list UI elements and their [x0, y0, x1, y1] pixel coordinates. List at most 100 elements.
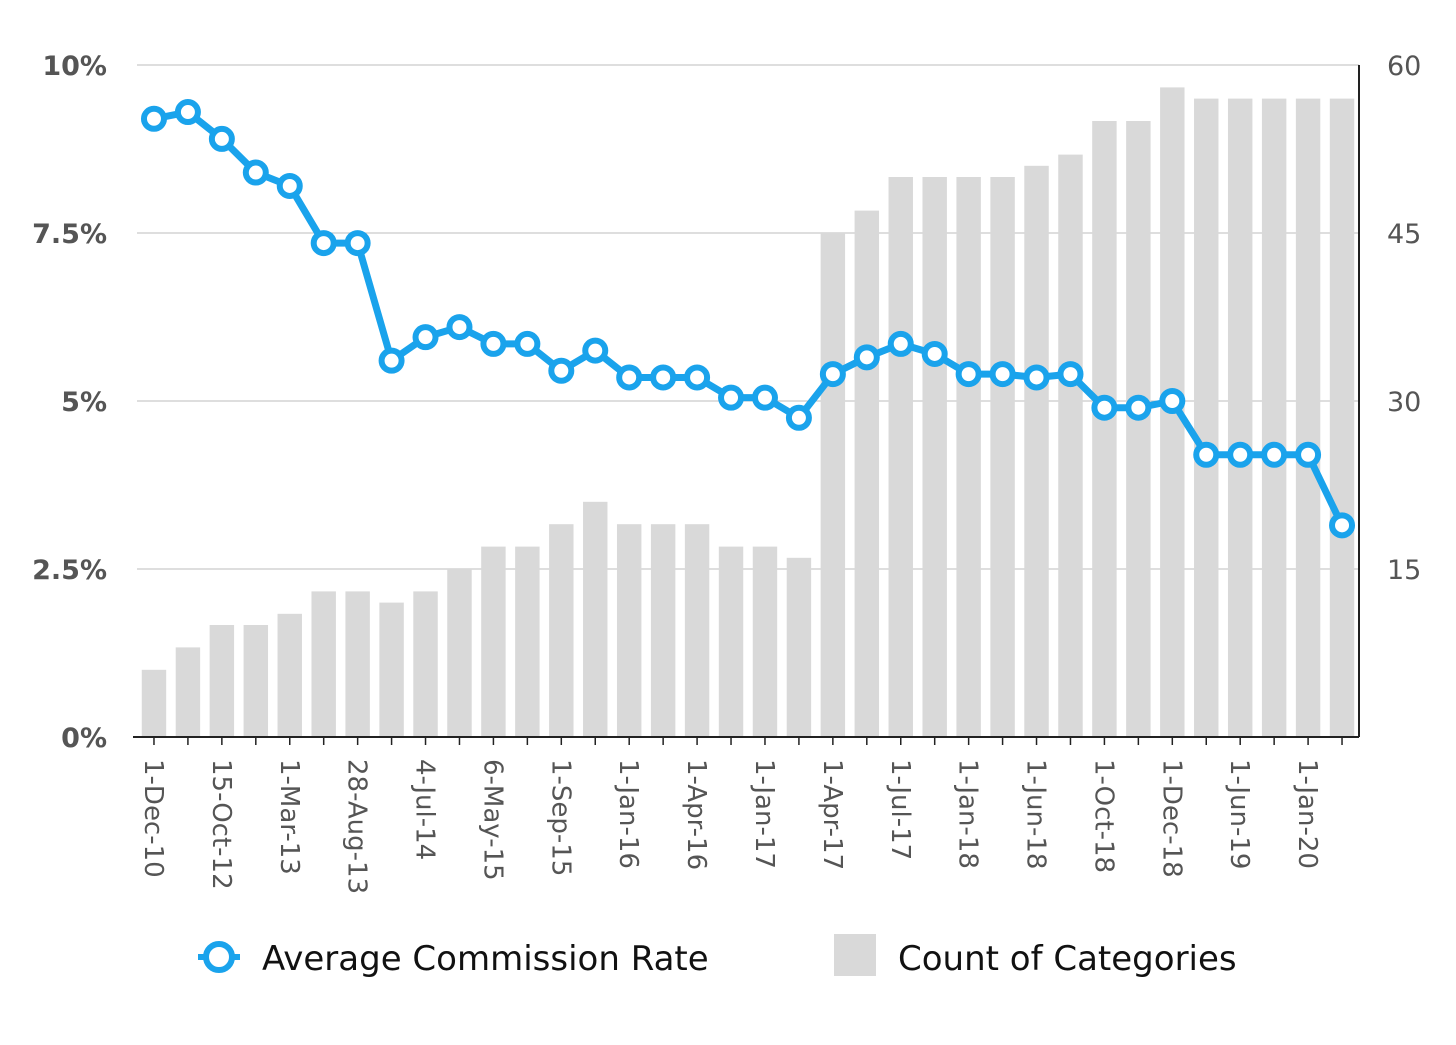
left-tick-label-4: 10% [42, 51, 107, 82]
point-13 [582, 337, 609, 364]
point-20 [819, 361, 846, 388]
x-tick-label-32: 1-Jun-19 [1224, 759, 1254, 869]
point-10 [480, 330, 507, 357]
x-tick-label-18: 1-Jan-17 [749, 759, 779, 869]
bar-22 [888, 177, 913, 737]
x-tick-label-26: 1-Jun-18 [1021, 759, 1051, 869]
left-tick-label-3: 7.5% [32, 219, 107, 250]
axes [133, 65, 1360, 745]
point-14 [616, 364, 643, 391]
point-32 [1227, 441, 1254, 468]
line-points [140, 99, 1356, 539]
bar-23 [922, 177, 947, 737]
point-17 [718, 384, 745, 411]
bar-27 [1058, 154, 1083, 738]
left-axis-ticks: 0% 2.5% 5% 7.5% 10% [32, 51, 107, 754]
x-tick-label-30: 1-Dec-18 [1156, 759, 1186, 878]
bar-32 [1227, 98, 1253, 738]
point-23 [921, 340, 948, 367]
bar-14 [616, 524, 642, 737]
bar-7 [379, 602, 404, 737]
bar-8 [413, 591, 438, 737]
x-tick-label-28: 1-Oct-18 [1088, 759, 1118, 873]
x-tick-label-0: 1-Dec-10 [138, 759, 168, 878]
bar-9 [447, 569, 472, 737]
point-22 [887, 330, 914, 357]
bar-1 [175, 647, 201, 737]
point-15 [650, 364, 677, 391]
legend-item-count-of-categories: Count of Categories [834, 934, 1237, 979]
bar-15 [650, 524, 676, 737]
point-19 [785, 404, 812, 431]
right-tick-label-0: 15 [1387, 555, 1421, 586]
bar-16 [684, 524, 710, 737]
bar-6 [345, 591, 370, 737]
bar-33 [1261, 98, 1287, 738]
bar-12 [549, 524, 574, 737]
point-4 [276, 172, 303, 199]
point-1 [174, 99, 201, 126]
bar-18 [752, 546, 778, 737]
point-25 [989, 361, 1016, 388]
point-35 [1329, 512, 1356, 539]
x-tick-label-14: 1-Jan-16 [613, 759, 643, 869]
point-28 [1091, 394, 1118, 421]
x-tick-label-12: 1-Sep-15 [545, 759, 575, 876]
point-0 [140, 105, 167, 132]
point-27 [1057, 361, 1084, 388]
bar-series [141, 87, 1355, 738]
bar-20 [820, 233, 846, 737]
bar-31 [1194, 98, 1219, 738]
x-tick-label-10: 6-May-15 [477, 759, 507, 881]
bar-3 [243, 625, 269, 737]
point-5 [310, 230, 337, 257]
point-21 [853, 344, 880, 371]
bar-13 [583, 501, 608, 737]
point-8 [412, 324, 439, 351]
bar-19 [786, 557, 812, 737]
legend-item-average-commission-rate: Average Commission Rate [198, 939, 709, 979]
x-tick-label-20: 1-Apr-17 [817, 759, 847, 870]
right-tick-label-2: 45 [1387, 219, 1421, 250]
bar-17 [718, 546, 744, 737]
x-axis-ticks: 1-Dec-10 15-Oct-12 1-Mar-13 28-Aug-13 4-Jul-… [138, 759, 1322, 894]
point-31 [1193, 441, 1220, 468]
point-9 [446, 314, 473, 341]
point-24 [955, 361, 982, 388]
legend-label-bar: Count of Categories [898, 939, 1237, 979]
x-tick-label-34: 1-Jan-20 [1292, 759, 1322, 869]
bar-24 [956, 177, 981, 737]
legend: Average Commission Rate Count of Categor… [198, 934, 1237, 979]
point-33 [1261, 441, 1288, 468]
x-tick-label-24: 1-Jan-18 [953, 759, 983, 869]
point-2 [208, 125, 235, 152]
bar-34 [1295, 98, 1321, 738]
point-3 [242, 159, 269, 186]
bar-5 [311, 591, 336, 737]
legend-label-line: Average Commission Rate [262, 939, 709, 979]
bar-26 [1024, 165, 1049, 738]
bar-0 [141, 669, 167, 737]
point-34 [1295, 441, 1322, 468]
legend-bar-swatch [834, 934, 876, 976]
right-tick-label-1: 30 [1387, 387, 1421, 418]
point-26 [1023, 364, 1050, 391]
point-11 [514, 330, 541, 357]
bar-28 [1092, 121, 1117, 737]
bar-21 [854, 210, 880, 738]
left-tick-label-0: 0% [61, 723, 107, 754]
bar-35 [1329, 98, 1355, 738]
legend-point-swatch [203, 941, 235, 973]
point-7 [378, 347, 405, 374]
x-tick-label-22: 1-Jul-17 [885, 759, 915, 860]
x-tick-label-16: 1-Apr-16 [681, 759, 711, 870]
point-30 [1159, 388, 1186, 414]
bar-11 [515, 546, 540, 737]
point-18 [751, 384, 778, 411]
bar-29 [1126, 121, 1151, 737]
bar-10 [481, 546, 506, 737]
x-tick-label-2: 15-Oct-12 [206, 759, 236, 890]
right-tick-label-3: 60 [1387, 51, 1421, 82]
